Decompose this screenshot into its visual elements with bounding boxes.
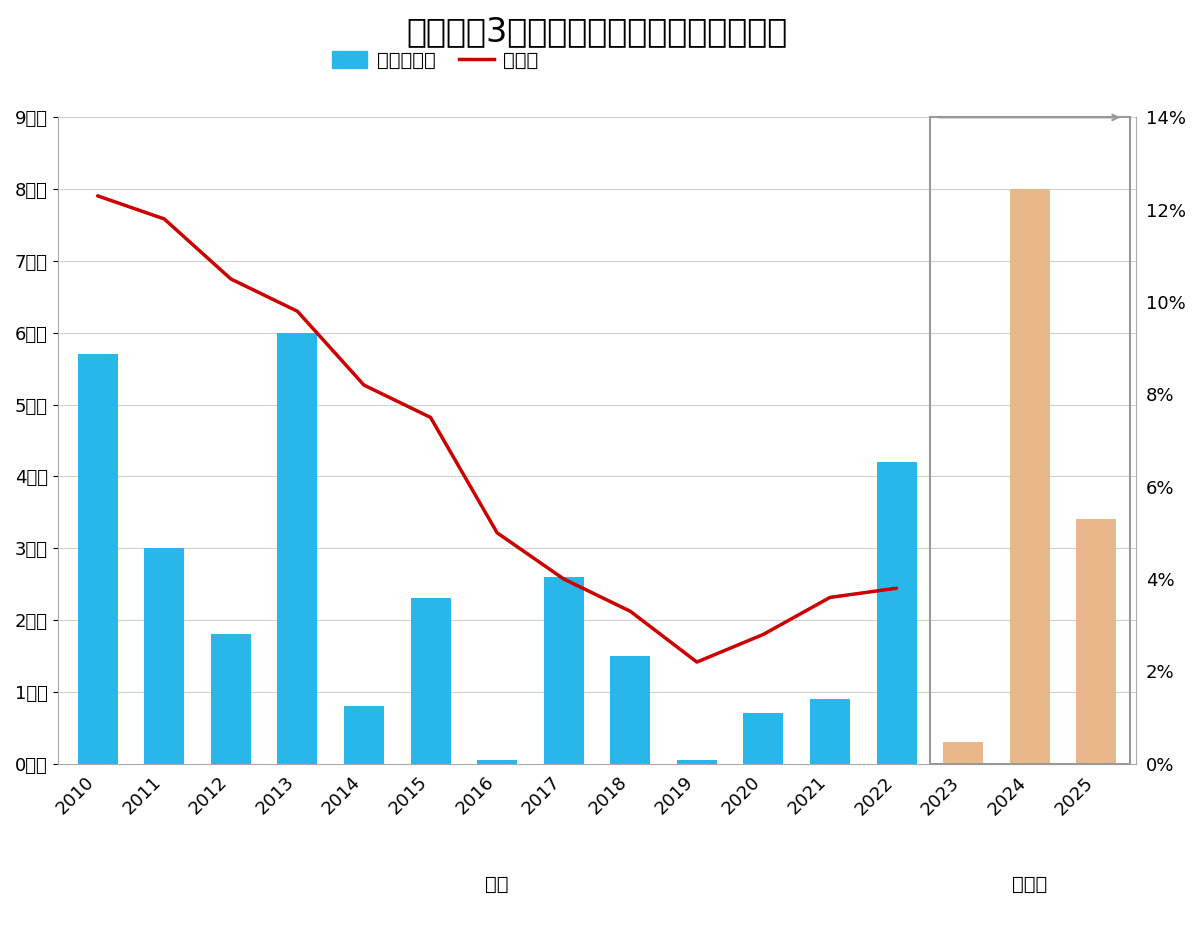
Bar <box>144 548 184 764</box>
Bar <box>78 355 118 764</box>
Bar <box>930 118 1130 764</box>
Bar <box>610 656 650 764</box>
Bar <box>943 742 984 764</box>
Bar <box>343 707 384 764</box>
Bar <box>477 760 518 764</box>
Text: 実績: 実績 <box>485 875 509 894</box>
Title: 大阪中心3区のオフィス新規供給と空室率: 大阪中心3区のオフィス新規供給と空室率 <box>406 15 788 48</box>
Bar <box>211 634 251 764</box>
Bar <box>743 713 783 764</box>
Bar <box>877 462 916 764</box>
Bar <box>677 760 717 764</box>
Bar <box>1010 189 1050 764</box>
Bar <box>411 598 450 764</box>
Bar <box>544 577 584 764</box>
Bar <box>809 699 850 764</box>
Bar <box>1076 519 1116 764</box>
Legend: 新規供給量, 空室率: 新規供給量, 空室率 <box>324 44 546 78</box>
Text: 見通し: 見通し <box>1012 875 1047 894</box>
Bar <box>277 332 317 764</box>
